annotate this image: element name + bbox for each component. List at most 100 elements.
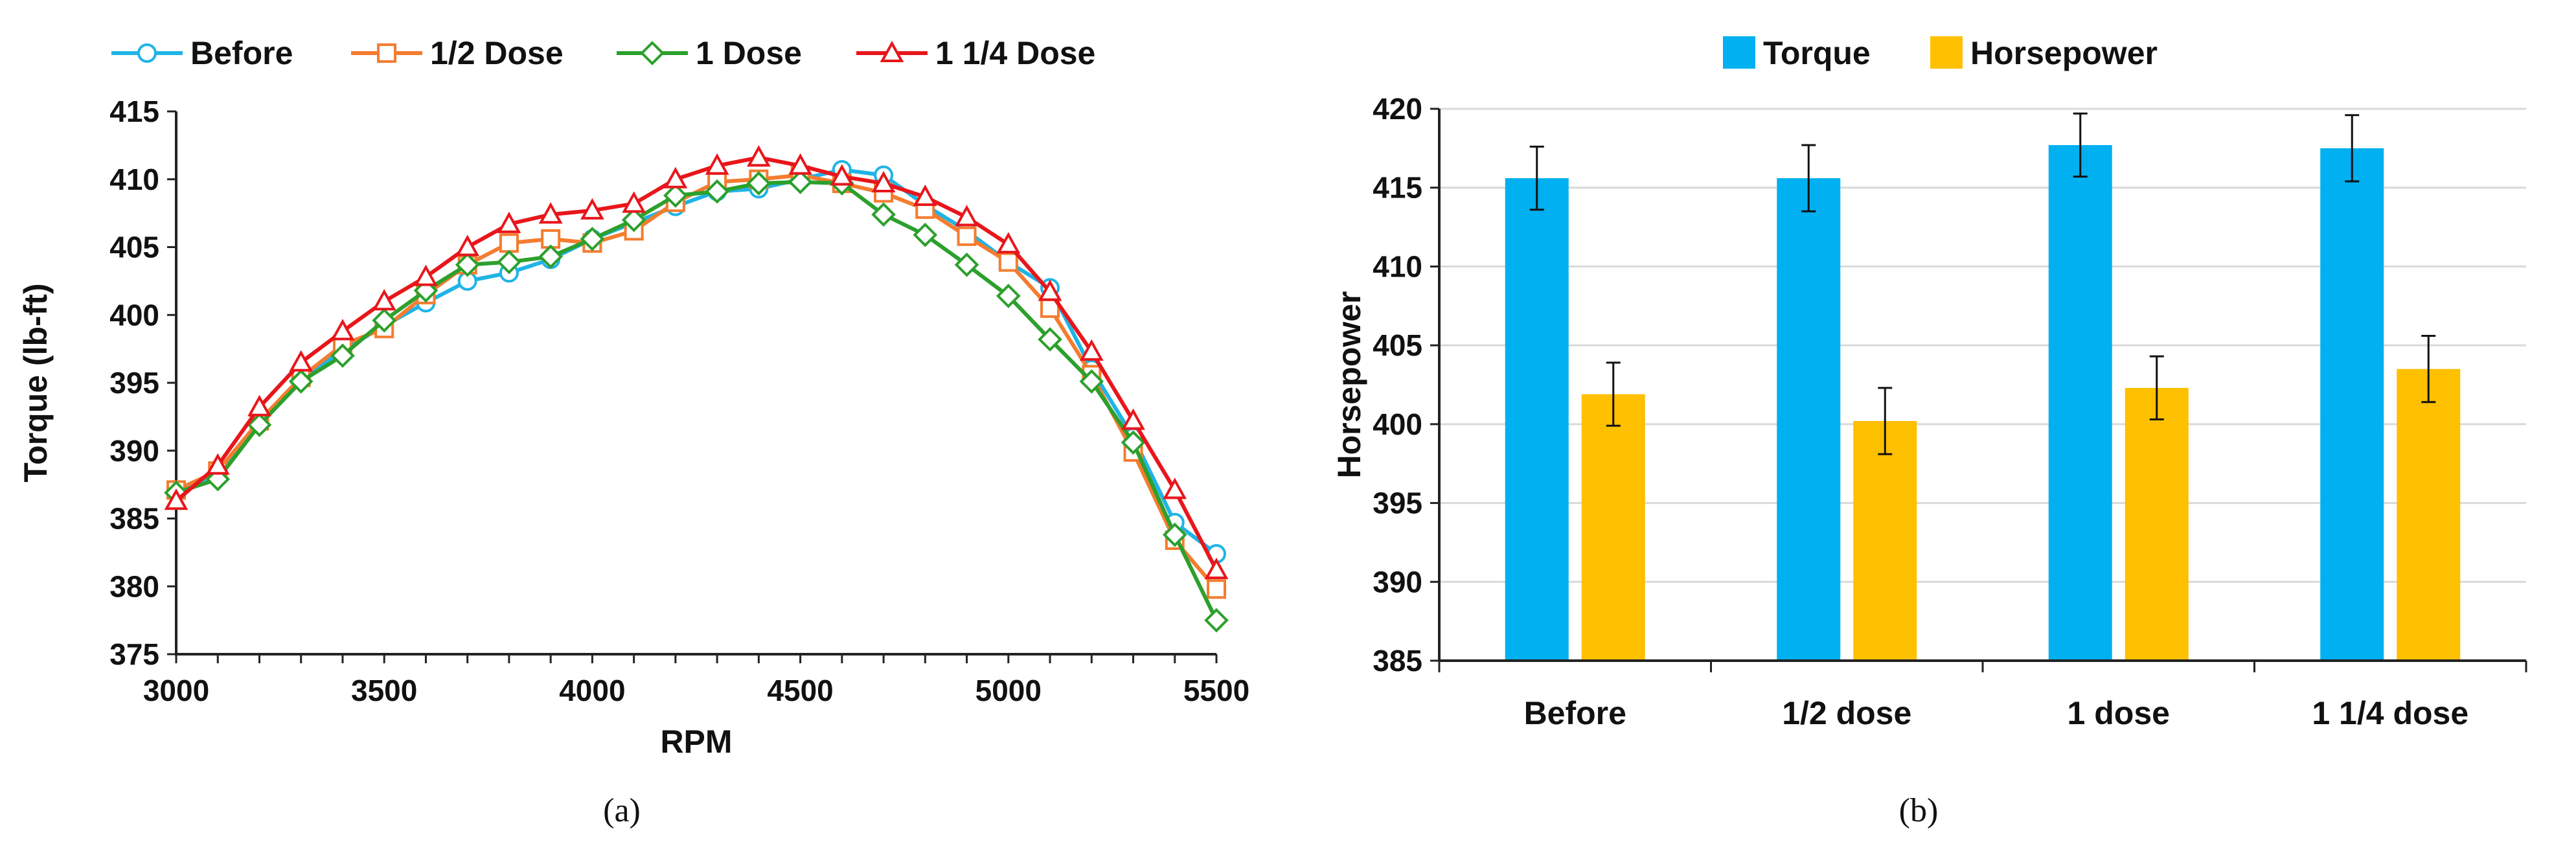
y-tick-label: 385 — [109, 502, 159, 536]
legend-marker — [137, 43, 157, 63]
data-point — [1207, 579, 1226, 599]
legend-label: Before — [190, 35, 293, 71]
data-point — [954, 252, 979, 277]
y-tick-label: 410 — [1373, 249, 1422, 283]
data-point — [247, 394, 271, 416]
x-tick-label: 4000 — [559, 674, 625, 707]
torque-line-chart: 375 380 385 390 395 400 405 410 415 3000 3500 4000 4… — [17, 35, 1249, 760]
y-tick-label: 405 — [1373, 328, 1422, 362]
data-point — [746, 171, 771, 196]
category-label: Before — [1524, 695, 1626, 731]
x-tick-label: 3500 — [351, 674, 417, 707]
y-tick-label: 395 — [109, 366, 159, 400]
y-tick-label: 390 — [109, 434, 159, 468]
legend-marker — [640, 41, 665, 65]
data-point — [1038, 279, 1062, 301]
data-point — [1079, 339, 1104, 361]
y-tick-label: 375 — [109, 637, 159, 671]
data-point — [705, 179, 729, 204]
data-point — [455, 252, 480, 277]
bar — [2048, 144, 2112, 661]
caption-a: (a) — [603, 792, 641, 829]
bar — [1505, 178, 1569, 661]
x-tick-label: 4500 — [767, 674, 833, 707]
caption-b: (b) — [1899, 792, 1939, 829]
data-point — [955, 205, 979, 227]
y-axis-title: Horsepower — [1331, 291, 1367, 479]
y-tick-label: 400 — [1373, 407, 1422, 441]
data-point — [957, 226, 977, 246]
y-tick-label: 415 — [109, 95, 159, 128]
data-point — [830, 164, 854, 186]
category-label: 1/2 dose — [1782, 695, 1911, 731]
data-point — [663, 166, 688, 188]
data-point — [1038, 327, 1062, 352]
data-point — [289, 350, 313, 372]
data-point — [996, 232, 1021, 254]
data-point — [705, 153, 729, 175]
bar — [2397, 369, 2461, 661]
y-tick-label: 385 — [1373, 644, 1422, 678]
data-point — [580, 198, 604, 220]
data-point — [455, 234, 480, 256]
data-point — [1162, 522, 1187, 547]
series-line-1 — [175, 173, 1218, 591]
y-tick-label: 400 — [109, 298, 159, 332]
data-point — [913, 222, 938, 247]
data-point — [788, 153, 812, 175]
series-line-3 — [175, 155, 1218, 571]
y-tick-label: 410 — [109, 163, 159, 196]
data-point — [499, 233, 519, 253]
bar — [1853, 420, 1917, 661]
data-point — [1204, 557, 1229, 580]
data-point — [538, 244, 563, 269]
data-point — [205, 453, 230, 475]
bar — [2320, 148, 2384, 661]
series-line-2 — [176, 179, 1218, 621]
data-point — [414, 264, 438, 286]
data-point — [621, 207, 646, 233]
data-point — [497, 211, 521, 233]
data-point — [372, 289, 396, 311]
axis-lines — [175, 111, 1216, 656]
y-axis-title: Torque (lb-ft) — [17, 283, 54, 482]
legend-marker — [377, 43, 396, 63]
legend-label: Horsepower — [1970, 35, 2158, 71]
legend-swatch — [1930, 36, 1963, 69]
y-tick-label: 390 — [1373, 565, 1422, 598]
data-point — [622, 191, 646, 213]
data-point — [1204, 608, 1229, 633]
data-point — [1121, 408, 1145, 430]
data-point — [871, 170, 896, 193]
data-point — [372, 308, 397, 333]
bar — [1581, 394, 1645, 661]
y-tick-label: 420 — [1373, 92, 1422, 126]
x-tick-label: 5500 — [1183, 674, 1249, 707]
y-tick-label: 405 — [109, 231, 159, 264]
data-point — [788, 170, 813, 194]
horsepower-bar-chart: 385 390 395 400 405 410 415 420 Before 1/2 dose 1 … — [1331, 35, 2527, 731]
x-tick-label: 3000 — [143, 674, 209, 707]
bar — [2125, 387, 2189, 661]
data-point — [996, 284, 1021, 308]
category-label: 1 dose — [2068, 695, 2170, 731]
y-tick-label: 415 — [1373, 171, 1422, 205]
legend-marker — [880, 40, 904, 62]
legend-swatch — [1723, 36, 1755, 69]
y-tick-label: 380 — [109, 569, 159, 603]
data-point — [871, 202, 896, 227]
data-point — [497, 249, 521, 275]
legend-label: 1 1/4 Dose — [935, 35, 1095, 71]
category-label: 1 1/4 dose — [2312, 695, 2468, 731]
data-point — [913, 184, 937, 206]
legend-label: Torque — [1763, 35, 1871, 71]
x-axis-title: RPM — [660, 724, 732, 760]
data-point — [164, 488, 188, 510]
data-point — [746, 145, 771, 167]
bar — [1777, 178, 1841, 661]
data-point — [1079, 369, 1104, 394]
data-point — [998, 252, 1018, 272]
data-point — [330, 343, 355, 368]
x-tick-label: 5000 — [975, 674, 1042, 707]
